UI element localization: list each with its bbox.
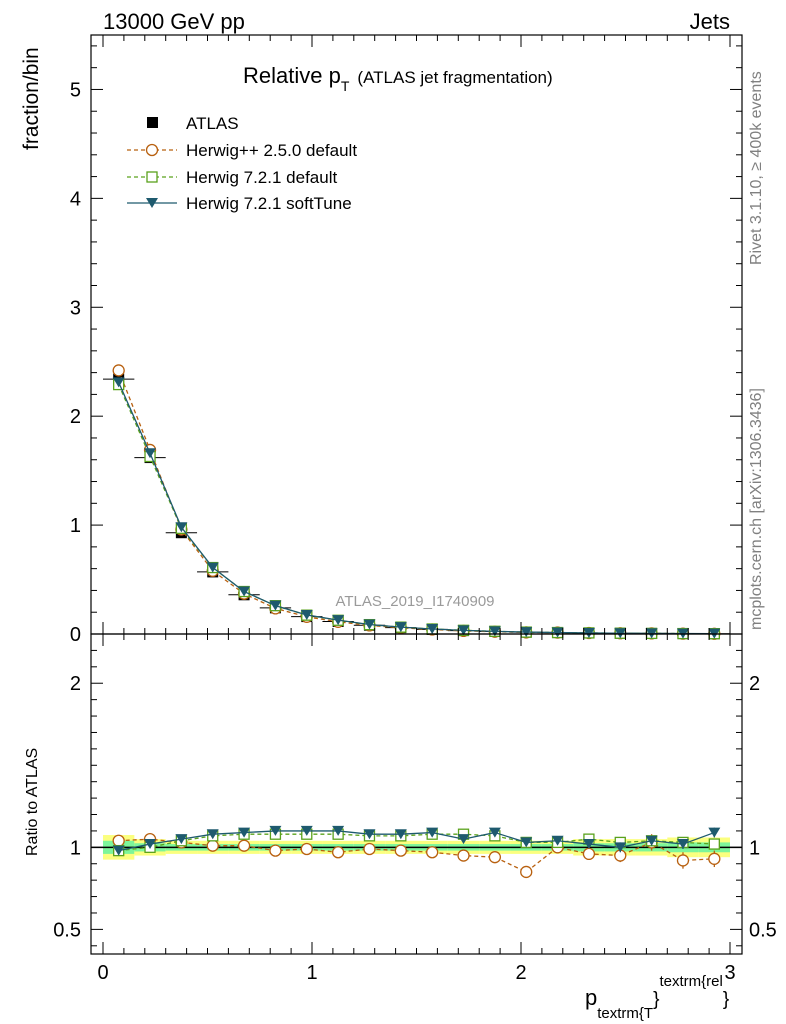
x-tick-label: 2 [515,962,526,984]
ratio-point [582,847,596,861]
x-tick-label: 0 [97,962,108,984]
data-point [488,626,501,637]
data-point [457,625,470,636]
side-label-mcplots: mcplots.cern.ch [arXiv:1306.3436] [748,388,765,630]
ratio-point [300,842,313,856]
data-point [582,627,595,638]
ratio-point [488,851,502,864]
y-tick-label: 5 [70,79,81,101]
data-point [520,627,533,638]
ratio-point [457,849,470,862]
header-left: 13000 GeV pp [103,9,245,34]
ratio-point [426,827,439,838]
ratio-point [331,846,345,859]
ratio-point [394,844,407,857]
ratio-y-tick-label: 1 [70,837,81,859]
legend-label-herwigpp: Herwig++ 2.5.0 default [186,141,357,160]
ratio-point [426,846,439,859]
data-point [332,615,345,626]
data-point [394,622,407,633]
legend-triangle-marker-icon [146,198,158,208]
ratio-point [112,834,125,847]
ratio-point [112,845,125,856]
data-point [175,522,188,533]
data-point [363,619,376,630]
y-tick-label: 1 [70,515,81,537]
data-point [112,377,125,388]
ratio-plot-frame [90,633,743,955]
ratio-point [300,825,313,836]
legend-entry-atlas: ATLAS [147,114,239,133]
ratio-point [269,825,282,836]
y-tick-label: 2 [70,406,81,428]
data-point [551,627,564,638]
ratio-point [614,842,627,853]
ratio-y-tick-label-right: 2 [749,673,760,695]
ratio-point [551,835,564,846]
ratio-point [238,827,251,838]
ratio-point [457,834,470,845]
legend-entry-herwig721: Herwig 7.2.1 default [127,168,337,187]
ratio-y-tick-label-right: 0.5 [749,919,777,941]
ratio-point [206,829,219,840]
legend-open-square-marker-icon [146,171,158,183]
ratio-point [676,854,690,867]
ratio-y-tick-label-right: 1 [749,837,760,859]
ratio-point [708,852,721,865]
data-point [614,628,627,639]
ratio-point [394,829,407,840]
legend-entry-softtune: Herwig 7.2.1 softTune [127,194,352,213]
ratio-plot-panel: 0.5 0.5 1 1 2 2 0 1 2 3 Ratio to ATLAS ptextrm{T}… [24,633,777,1022]
ratio-series-2 [112,825,721,856]
legend-entry-herwigpp: Herwig++ 2.5.0 default [127,141,357,160]
ratio-point [708,827,721,838]
data-point [300,609,313,620]
legend-label-atlas: ATLAS [186,114,239,133]
y-tick-label: 3 [70,297,81,319]
analysis-watermark: ATLAS_2019_I1740909 [335,593,494,610]
data-point [112,364,125,377]
legend-label-softtune: Herwig 7.2.1 softTune [186,194,352,213]
ratio-ylabel: Ratio to ATLAS [24,748,41,856]
header-right: Jets [690,9,730,34]
data-point [206,562,219,573]
ratio-point [144,839,157,850]
legend-square-marker-icon [147,117,158,128]
data-point [238,586,251,597]
ratio-point [363,829,376,840]
data-point [426,623,439,634]
ratio-point [708,838,720,850]
ratio-point [363,842,376,856]
data-point [144,448,157,459]
y-tick-label: 4 [70,188,81,210]
ratio-point [206,839,219,852]
ratio-point [269,844,282,857]
main-ylabel: fraction/bin [20,47,43,150]
ratio-point [237,839,251,852]
data-point [269,600,282,611]
ratio-y-tick-label: 2 [70,673,81,695]
ratio-point [175,834,188,845]
ratio-point [645,835,658,846]
ratio-point [332,825,345,836]
legend: ATLAS Herwig++ 2.5.0 default Herwig 7.2.… [127,114,357,213]
plot-title: Relative pT (ATLAS jet fragmentation) [243,63,553,94]
ratio-y-tick-label: 0.5 [53,919,81,941]
ratio-series-line-2 [118,830,715,852]
ratio-point [488,827,501,838]
ratio-point [582,839,595,850]
ratio-point [676,839,689,850]
legend-label-herwig721: Herwig 7.2.1 default [186,168,337,187]
x-tick-label: 3 [724,962,735,984]
x-axis-label: ptextrm{T}textrm{rel} [585,973,729,1022]
ratio-point [520,865,533,879]
x-tick-label: 1 [306,962,317,984]
ratio-point [520,837,533,848]
side-label-rivet: Rivet 3.1.10, ≥ 400k events [748,71,765,265]
y-tick-label: 0 [70,624,81,646]
legend-circle-marker-icon [145,143,159,157]
